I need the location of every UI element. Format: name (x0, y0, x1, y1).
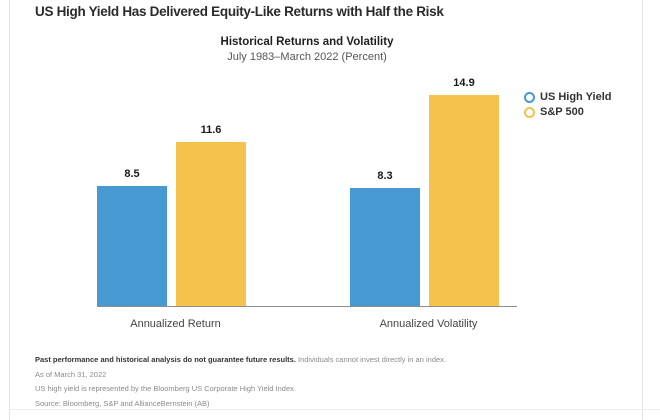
legend-item: S&P 500 (524, 106, 612, 118)
chart-subtitle: July 1983–March 2022 (Percent) (227, 51, 387, 63)
footnote-source: Source: Bloomberg, S&P and AllianceBerns… (35, 398, 210, 408)
bar-us-high-yield (350, 188, 420, 306)
footnote-index-note: US high yield is represented by the Bloo… (35, 384, 296, 393)
page-title: US High Yield Has Delivered Equity-Like … (35, 4, 444, 19)
bar-value-label: 8.5 (124, 168, 140, 180)
bottom-divider (9, 409, 660, 410)
legend-ring-icon (524, 91, 535, 103)
bar-value-label: 14.9 (453, 77, 475, 89)
legend-label: S&P 500 (540, 106, 584, 118)
category-label: Annualized Return (130, 318, 221, 330)
bar-value-label: 8.3 (377, 170, 393, 182)
legend-item: US High Yield (524, 91, 612, 103)
footnotes: Past performance and historical analysis… (35, 355, 446, 413)
chart-title: Historical Returns and Volatility (220, 36, 394, 48)
bar-us-high-yield (97, 186, 167, 306)
category-label: Annualized Volatility (379, 318, 478, 330)
footnote-disclaimer: Past performance and historical analysis… (35, 355, 446, 364)
right-edge-divider (642, 0, 643, 420)
footnote-as-of: As of March 31, 2022 (35, 369, 107, 379)
footnote-disclaimer-regular: Individuals cannot invest directly in an… (298, 355, 447, 364)
bar-s-p-500 (429, 95, 499, 306)
chart-legend: US High Yield S&P 500 (524, 91, 612, 121)
legend-ring-icon (524, 106, 535, 118)
bar-s-p-500 (176, 142, 246, 306)
left-edge-divider (9, 0, 10, 420)
plot-area: 8.5 11.6 Annualized Return 8.3 14.9 Annualize… (97, 77, 517, 330)
bar-value-label: 11.6 (200, 124, 222, 136)
legend-label: US High Yield (540, 91, 612, 103)
chart-title-block: Historical Returns and Volatility July 1… (97, 36, 517, 63)
footnote-disclaimer-bold: Past performance and historical analysis… (35, 355, 296, 364)
x-axis-line (97, 306, 517, 307)
